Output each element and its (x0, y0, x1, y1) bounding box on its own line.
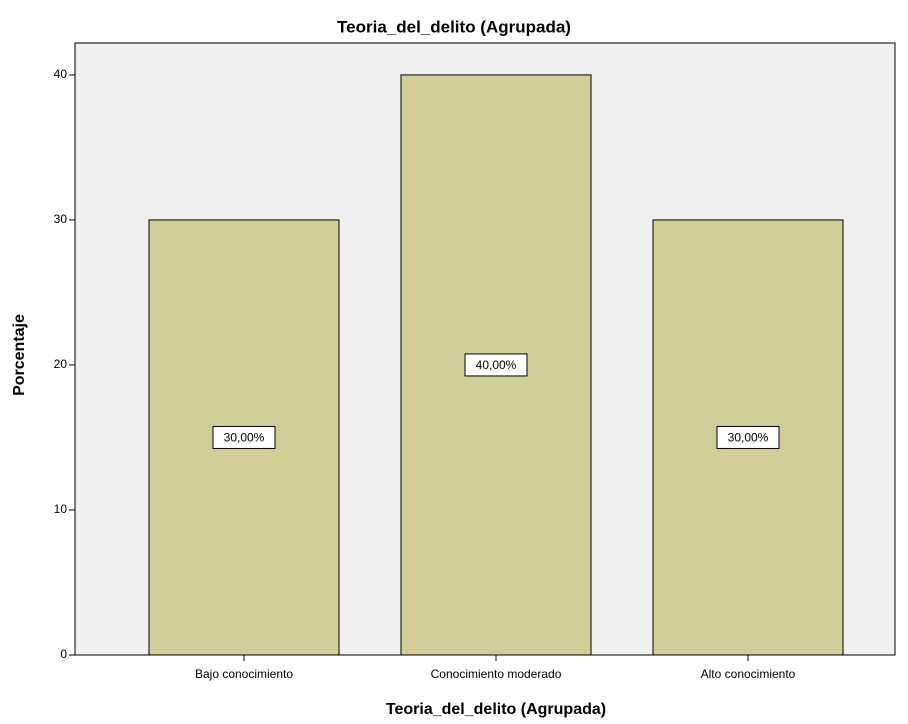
value-label: 30,00% (224, 431, 265, 445)
x-tick-label: Alto conocimiento (701, 667, 796, 681)
y-tick-label: 10 (54, 502, 68, 516)
value-label: 30,00% (728, 431, 769, 445)
chart-title: Teoria_del_delito (Agrupada) (337, 17, 571, 36)
x-axis-title: Teoria_del_delito (Agrupada) (386, 701, 606, 718)
x-tick-label: Bajo conocimiento (195, 667, 293, 681)
y-tick-label: 40 (54, 67, 68, 81)
value-label-box (212, 425, 276, 449)
y-tick-label: 0 (60, 647, 67, 661)
x-tick-label: Conocimiento moderado (431, 667, 562, 681)
y-tick-label: 20 (54, 357, 68, 371)
value-label-box (464, 353, 528, 377)
y-tick-label: 30 (54, 212, 68, 226)
value-label-box (716, 425, 780, 449)
y-axis-title: Porcentaje (11, 314, 28, 396)
value-label: 40,00% (476, 358, 517, 372)
